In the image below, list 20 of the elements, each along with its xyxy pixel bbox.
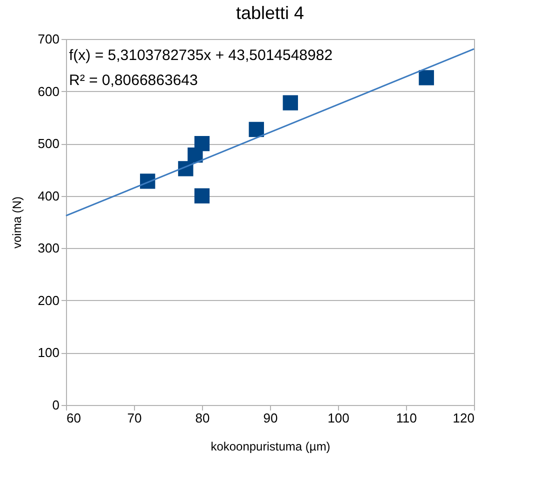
y-tick-label: 600 (38, 84, 60, 99)
annotation: f(x) = 5,3103782735x + 43,5014548982 (69, 47, 333, 64)
x-tick-label: 60 (66, 410, 81, 426)
x-tick-label: 120 (452, 410, 474, 426)
chart-title: tabletti 4 (236, 3, 304, 23)
y-tick-label: 500 (38, 136, 60, 152)
annotation: R² = 0,8066863643 (69, 72, 198, 89)
x-tick-label: 110 (396, 410, 417, 426)
x-tick-label: 90 (263, 410, 278, 426)
x-tick-label: 100 (328, 410, 350, 426)
x-tick-label: 80 (195, 410, 210, 426)
y-tick-label: 200 (38, 292, 60, 308)
y-axis-title: voima (N) (10, 196, 24, 249)
y-tick-label: 400 (38, 188, 60, 204)
y-tick-label: 100 (38, 345, 60, 360)
x-axis-title: kokoonpuristuma (µm) (210, 440, 330, 454)
y-tick-label: 0 (52, 398, 60, 412)
y-tick-label: 300 (38, 240, 60, 256)
y-tick-label: 700 (38, 32, 60, 46)
x-tick-label: 70 (127, 410, 142, 426)
